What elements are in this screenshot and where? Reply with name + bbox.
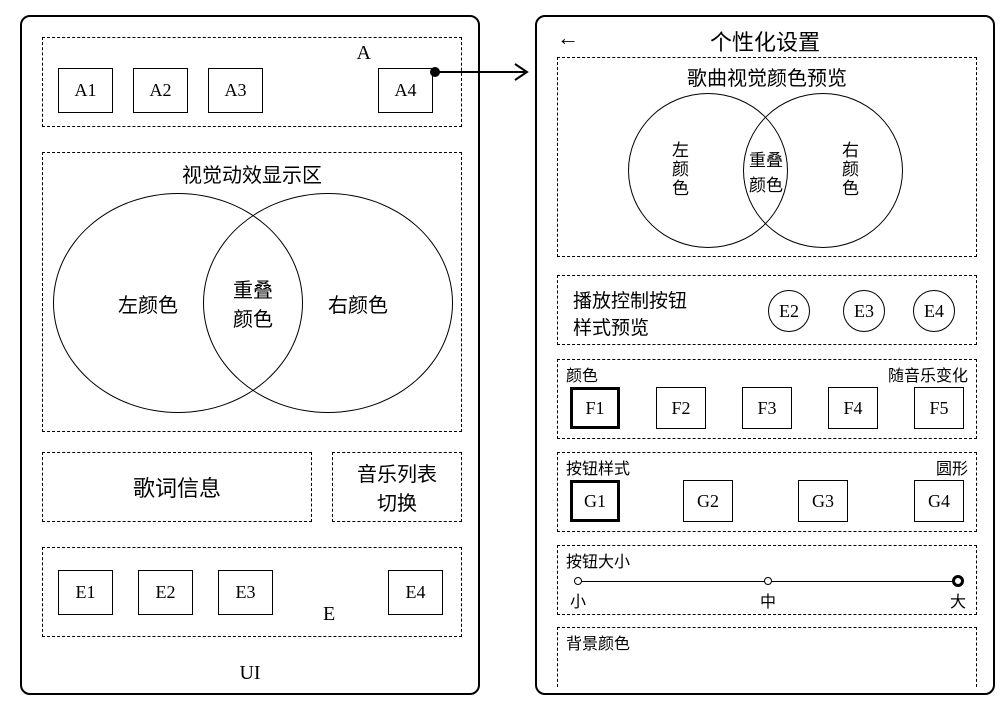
button-a3[interactable]: A3 [208, 68, 263, 113]
bgcolor-section: 背景颜色 [557, 627, 977, 687]
color-label-left: 颜色 [566, 362, 598, 386]
color-f2-label: F2 [671, 398, 690, 419]
back-arrow-icon[interactable]: ← [557, 25, 579, 51]
lyrics-label: 歌词信息 [133, 471, 221, 503]
color-label-right: 随音乐变化 [888, 362, 968, 386]
ui-label: UI [239, 662, 260, 685]
color-f4-label: F4 [843, 398, 862, 419]
button-e2-label: E2 [156, 582, 176, 603]
playctrl-label: 播放控制按钮 样式预览 [573, 286, 687, 340]
button-e4-label: E4 [406, 582, 426, 603]
playctrl-e3-label: E3 [854, 301, 874, 322]
section-a: A A1 A2 A3 A4 [42, 37, 462, 127]
button-e2[interactable]: E2 [138, 570, 193, 615]
size-tick-medium[interactable] [764, 577, 772, 585]
style-g1-label: G1 [584, 491, 606, 512]
musiclist-box[interactable]: 音乐列表 切换 [332, 452, 462, 522]
style-g3[interactable]: G3 [798, 480, 848, 522]
preview-venn-left-label: 左颜色 [672, 142, 689, 198]
size-tick-large[interactable] [952, 575, 964, 587]
style-g4-label: G4 [928, 491, 950, 512]
style-g2-label: G2 [697, 491, 719, 512]
size-section: 按钮大小 小 中 大 [557, 545, 977, 615]
color-f5-label: F5 [929, 398, 948, 419]
right-panel: ← 个性化设置 歌曲视觉颜色预览 左颜色 右颜色 重叠 颜色 播放控制按钮 样式… [535, 15, 995, 695]
song-preview-box: 歌曲视觉颜色预览 左颜色 右颜色 重叠 颜色 [557, 57, 977, 257]
button-a1[interactable]: A1 [58, 68, 113, 113]
venn-right-label: 右颜色 [328, 289, 388, 318]
color-f1[interactable]: F1 [570, 387, 620, 429]
arrow-icon [435, 50, 535, 90]
song-preview-title: 歌曲视觉颜色预览 [687, 62, 847, 91]
color-f1-label: F1 [585, 398, 604, 419]
size-tick-large-label: 大 [950, 588, 966, 612]
button-e1[interactable]: E1 [58, 570, 113, 615]
color-f5[interactable]: F5 [914, 387, 964, 429]
button-a2[interactable]: A2 [133, 68, 188, 113]
section-e: E1 E2 E3 E E4 [42, 547, 462, 637]
style-g4[interactable]: G4 [914, 480, 964, 522]
bgcolor-label: 背景颜色 [566, 630, 630, 654]
color-f3[interactable]: F3 [742, 387, 792, 429]
visual-title: 视觉动效显示区 [182, 159, 322, 188]
visual-effect-area: 视觉动效显示区 左颜色 右颜色 重叠 颜色 [42, 152, 462, 432]
preview-venn-overlap-label: 重叠 颜色 [749, 146, 783, 196]
playctrl-e4[interactable]: E4 [913, 290, 955, 332]
section-a-label: A [357, 42, 371, 65]
style-g2[interactable]: G2 [683, 480, 733, 522]
playctrl-e2-label: E2 [779, 301, 799, 322]
button-e3-label: E3 [236, 582, 256, 603]
size-tick-medium-label: 中 [760, 588, 776, 612]
button-a3-label: A3 [225, 80, 247, 101]
left-panel: A A1 A2 A3 A4 视觉动效显示区 左颜色 右颜色 重叠 颜色 歌词信息 [20, 15, 480, 695]
color-section: 颜色 随音乐变化 F1 F2 F3 F4 F5 [557, 359, 977, 439]
button-e3[interactable]: E3 [218, 570, 273, 615]
style-label-right: 圆形 [936, 455, 968, 479]
size-tick-small-label: 小 [570, 588, 586, 612]
button-a2-label: A2 [150, 80, 172, 101]
right-title: 个性化设置 [710, 25, 820, 57]
section-e-label: E [323, 603, 335, 626]
color-f3-label: F3 [757, 398, 776, 419]
venn-left-label: 左颜色 [118, 289, 178, 318]
style-g3-label: G3 [812, 491, 834, 512]
playctrl-e4-label: E4 [924, 301, 944, 322]
musiclist-label: 音乐列表 切换 [357, 458, 437, 516]
button-a4-label: A4 [395, 80, 417, 101]
preview-venn-right-label: 右颜色 [842, 142, 859, 198]
button-e4[interactable]: E4 [388, 570, 443, 615]
style-g1[interactable]: G1 [570, 480, 620, 522]
style-section: 按钮样式 圆形 G1 G2 G3 G4 [557, 452, 977, 532]
color-f2[interactable]: F2 [656, 387, 706, 429]
playctrl-box: 播放控制按钮 样式预览 E2 E3 E4 [557, 275, 977, 345]
button-e1-label: E1 [76, 582, 96, 603]
size-label: 按钮大小 [566, 548, 630, 572]
button-a1-label: A1 [75, 80, 97, 101]
lyrics-box: 歌词信息 [42, 452, 312, 522]
playctrl-e2[interactable]: E2 [768, 290, 810, 332]
color-f4[interactable]: F4 [828, 387, 878, 429]
playctrl-e3[interactable]: E3 [843, 290, 885, 332]
size-tick-small[interactable] [574, 577, 582, 585]
style-label-left: 按钮样式 [566, 455, 630, 479]
button-a4[interactable]: A4 [378, 68, 433, 113]
venn-overlap-label: 重叠 颜色 [233, 274, 273, 332]
